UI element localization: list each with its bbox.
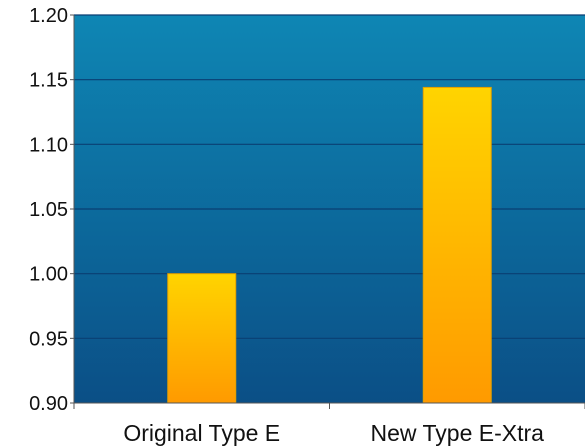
y-tick-label: 1.10 [29,134,68,156]
bar [422,86,492,404]
x-tick-label: New Type E-Xtra [371,420,545,446]
gridlines [74,14,585,339]
bar [167,273,237,404]
y-tick-label: 1.20 [29,5,68,27]
y-tick-label: 0.90 [29,393,68,415]
y-tick-label: 1.00 [29,264,68,286]
bars [167,86,492,404]
y-tick-labels: 0.90 0.95 1.00 1.05 1.10 1.15 1.20 [29,5,68,415]
y-tick-label: 1.15 [29,70,68,92]
y-tick-label: 0.95 [29,328,68,350]
y-tick-label: 1.05 [29,199,68,221]
axes [70,14,585,409]
x-tick-label: Original Type E [123,420,280,446]
x-tick-labels: Original Type E New Type E-Xtra [123,420,544,446]
